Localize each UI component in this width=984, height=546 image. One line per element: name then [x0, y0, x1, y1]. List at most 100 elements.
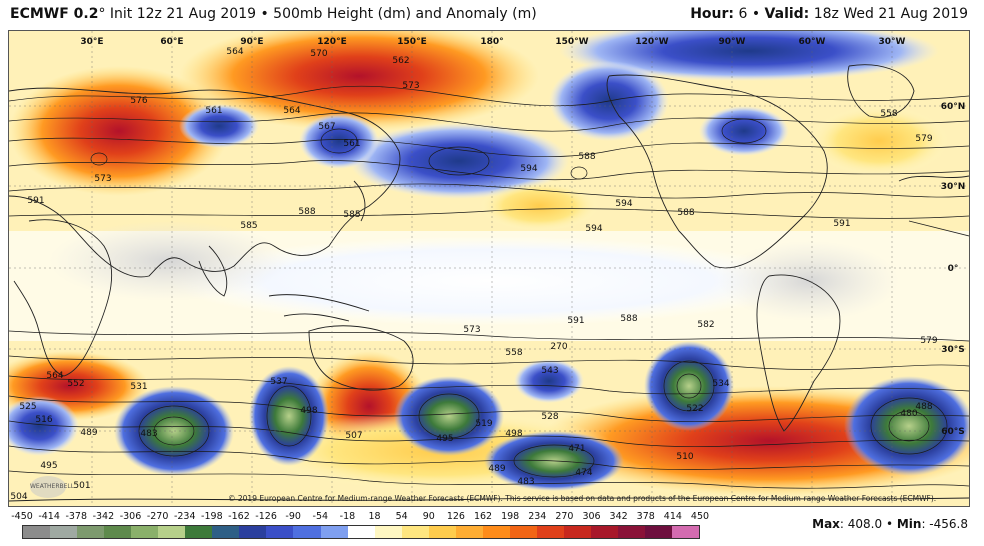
contour-label: 483: [517, 477, 534, 487]
colorbar-tick-label: 18: [368, 511, 381, 522]
contour-label: 579: [915, 134, 932, 144]
contour-label: 570: [310, 49, 327, 59]
contour-label: 558: [505, 348, 522, 358]
contour-label: 488: [915, 402, 932, 412]
colorbar-swatch: [563, 526, 591, 538]
contour-label: 498: [300, 406, 317, 416]
latitude-labels: 60°N 30°N 0° 30°S 60°S: [941, 102, 966, 437]
contour-label: 591: [27, 196, 44, 206]
contour-label: 528: [541, 412, 558, 422]
copyright-notice: © 2019 European Centre for Medium-range …: [228, 494, 937, 503]
contour-label: 573: [402, 81, 419, 91]
max-label: Max: [812, 517, 840, 531]
greenland-coast: [847, 64, 915, 118]
min-label: Min: [896, 517, 922, 531]
longitude-label: 180°: [480, 37, 503, 47]
colorbar-tick-label: 450: [690, 511, 710, 522]
longitude-label: 120°E: [317, 37, 346, 47]
colorbar-tick-label: -342: [92, 511, 115, 522]
contour-label: 588: [578, 152, 595, 162]
contour-label: 480: [900, 409, 917, 419]
colorbar-tick-labels: -450 -414 -378 -342 -306 -270 -234 -198 -162 -126…: [11, 511, 709, 523]
colorbar-swatch: [618, 526, 646, 538]
valid-time: Hour: 6 • Valid: 18z Wed 21 Aug 2019: [690, 6, 968, 22]
longitude-label: 120°W: [635, 37, 668, 47]
contour-value-labels: 564 570 562 573 576 561 564 567 561 573 588 591 585 5…: [10, 47, 937, 502]
contour-label: 522: [686, 404, 703, 414]
longitude-label: 60°E: [160, 37, 183, 47]
colorbar-swatch: [212, 526, 240, 538]
contour-label: 594: [615, 199, 632, 209]
contour-label: 591: [567, 316, 584, 326]
contour-label: 585: [240, 221, 257, 231]
colorbar-tick-label: 342: [609, 511, 628, 522]
contour-label: 489: [80, 428, 97, 438]
colorbar-swatch: [131, 526, 159, 538]
colorbar-tick-label: -162: [228, 511, 250, 522]
contour-label: 474: [575, 468, 592, 478]
colorbar-swatch: [293, 526, 321, 538]
colorbar-swatch: [672, 526, 700, 538]
colorbar-swatch: [401, 526, 429, 538]
contour-label: 519: [475, 419, 492, 429]
degree-symbol: °: [98, 6, 106, 22]
colorbar-tick-label: -54: [312, 511, 329, 522]
contour-label: 594: [585, 224, 602, 234]
graticule: [9, 31, 969, 506]
colorbar-tick-label: -234: [173, 511, 196, 522]
anomaly-shading: [9, 31, 969, 496]
colorbar-swatch: [509, 526, 537, 538]
colorbar-swatch: [645, 526, 673, 538]
contour-label: 552: [67, 379, 84, 389]
contour-label: 498: [505, 429, 522, 439]
contour-label: 510: [676, 452, 693, 462]
colorbar-tick-label: -414: [38, 511, 60, 522]
colorbar-swatch: [455, 526, 483, 538]
africa-coast: [13, 219, 113, 377]
contour-label: 579: [920, 336, 937, 346]
max-min-readout: Max: 408.0 • Min: -456.8: [812, 517, 968, 531]
australia-coast: [308, 325, 414, 391]
contour-label: 562: [392, 56, 409, 66]
contour-label: 543: [541, 366, 558, 376]
contour-label: 567: [318, 122, 335, 132]
colorbar-tick-label: -126: [255, 511, 277, 522]
indonesia-coast: [268, 294, 370, 322]
contour-label: 585: [343, 210, 360, 220]
contour-label: 564: [283, 106, 300, 116]
contour-label: 525: [19, 402, 36, 412]
valid-label: Valid:: [764, 6, 810, 22]
colorbar-swatch: [536, 526, 564, 538]
contour-label: 504: [10, 492, 27, 502]
latitude-label: 30°S: [941, 345, 965, 355]
colorbar-tick-label: -378: [65, 511, 88, 522]
longitude-label: 30°E: [80, 37, 103, 47]
colorbar-scale: [22, 525, 700, 539]
colorbar-swatch: [104, 526, 132, 538]
colorbar-tick-label: -198: [201, 511, 223, 522]
init-text: Init 12z 21 Aug 2019 • 500mb Height (dm)…: [105, 6, 537, 22]
anomaly-colorbar: -450 -414 -378 -342 -306 -270 -234 -198 -162 -126…: [11, 511, 709, 541]
colorbar-swatch: [482, 526, 510, 538]
contour-label: 561: [205, 106, 222, 116]
colorbar-tick-label: 414: [663, 511, 682, 522]
longitude-labels: 30°E 60°E 90°E 120°E 150°E 180° 150°W 120°W 90°W…: [80, 37, 905, 47]
contour-label: 507: [345, 431, 362, 441]
colorbar-swatch: [428, 526, 456, 538]
contour-label: 495: [436, 434, 453, 444]
colorbar-tick-label: 234: [528, 511, 547, 522]
colorbar-tick-label: -306: [119, 511, 142, 522]
colorbar-swatch: [347, 526, 375, 538]
hour-value: 6 •: [734, 6, 765, 22]
colorbar-tick-label: 270: [555, 511, 574, 522]
contour-label: 576: [130, 96, 147, 106]
colorbar-tick-label: 306: [582, 511, 601, 522]
longitude-label: 150°W: [555, 37, 588, 47]
europe-coast: [898, 175, 969, 237]
longitude-label: 30°W: [879, 37, 906, 47]
contour-label: 558: [880, 109, 897, 119]
colorbar-swatch: [185, 526, 213, 538]
colorbar-tick-label: 378: [636, 511, 655, 522]
colorbar-swatch: [374, 526, 402, 538]
colorbar-tick-label: -18: [339, 511, 356, 522]
